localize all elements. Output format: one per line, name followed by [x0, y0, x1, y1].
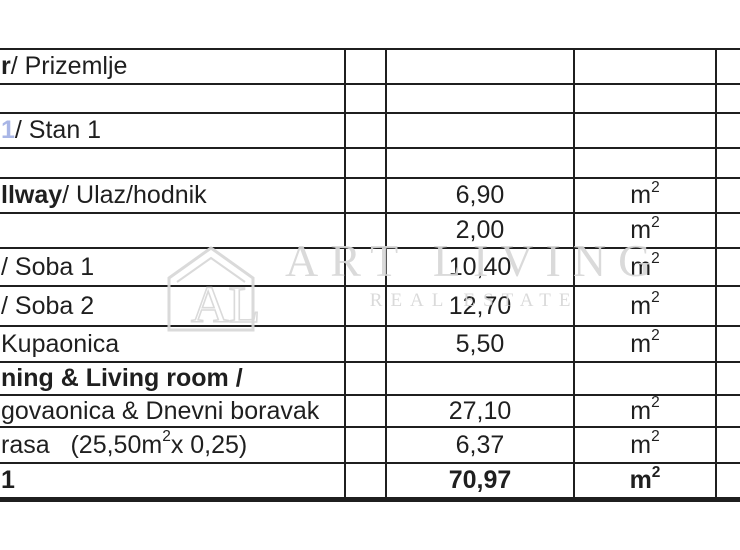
area-value: 12,70 [387, 287, 575, 327]
room-label [0, 85, 346, 114]
room-label: rasa (25,50m 2 x 0,25) [0, 428, 346, 464]
unit-base: m [630, 181, 652, 209]
area-value [387, 114, 575, 149]
room-label-part: / Soba 2 [1, 291, 95, 320]
room-label-part: Kupaonica [1, 329, 120, 358]
unit-label [575, 363, 717, 396]
room-label-part: / Stan 1 [14, 116, 102, 144]
right-edge-cell [717, 85, 740, 114]
area-value [387, 363, 575, 396]
room-label: Kupaonica [0, 327, 346, 363]
room-label: govaonica & Dnevni boravak [0, 396, 346, 428]
unit-label [575, 85, 717, 114]
unit-base: m [630, 291, 652, 320]
room-label: r / Prizemlje [0, 50, 346, 85]
area-value: 5,50 [387, 327, 575, 363]
unit-base: m [630, 396, 652, 425]
right-edge-cell [717, 287, 740, 327]
right-edge-cell [717, 249, 740, 287]
area-value [387, 85, 575, 114]
spacer-cell [346, 327, 387, 363]
area-value: 6,37 [387, 428, 575, 464]
room-label-part: ning & Living room / [1, 364, 243, 392]
room-label-part: r [1, 52, 11, 80]
unit-label [575, 50, 717, 85]
area-value [387, 50, 575, 85]
spacer-cell [346, 50, 387, 85]
room-label: / Soba 2 [0, 287, 346, 327]
area-value [387, 149, 575, 179]
room-label-part: / Prizemlje [10, 52, 128, 80]
room-label [0, 149, 346, 179]
room-label: / Soba 1 [0, 249, 346, 287]
unit-base: m [630, 329, 652, 358]
right-edge-cell [717, 149, 740, 179]
spacer-cell [346, 85, 387, 114]
room-label-part: x 0,25) [170, 430, 248, 459]
room-label: 1 / Stan 1 [0, 114, 346, 149]
spacer-cell [346, 249, 387, 287]
unit-label [575, 114, 717, 149]
right-edge-cell [717, 50, 740, 85]
spacer-cell [346, 464, 387, 502]
room-label-part: llway [1, 181, 63, 209]
unit-base: m [630, 216, 652, 244]
room-label-part: 1 [1, 466, 15, 494]
room-label-part: 1 [1, 116, 15, 144]
spacer-cell [346, 179, 387, 214]
unit-base: m [630, 252, 652, 281]
room-label: llway / Ulaz/hodnik [0, 179, 346, 214]
area-value: 27,10 [387, 396, 575, 428]
unit-label [575, 149, 717, 179]
right-edge-cell [717, 179, 740, 214]
spacer-cell [346, 396, 387, 428]
area-table: r / Prizemlje 1 / Stan 1 llway / Ulaz/hodn… [0, 48, 740, 502]
right-edge-cell [717, 214, 740, 249]
spacer-cell [346, 114, 387, 149]
unit-base: m [629, 466, 652, 494]
right-edge-cell [717, 327, 740, 363]
room-label-part: / Ulaz/hodnik [62, 181, 207, 209]
spacer-cell [346, 149, 387, 179]
area-value: 2,00 [387, 214, 575, 249]
right-edge-cell [717, 464, 740, 502]
area-value: 70,97 [387, 464, 575, 502]
spacer-cell [346, 363, 387, 396]
room-label-part: govaonica & Dnevni boravak [1, 396, 320, 425]
unit-base: m [630, 430, 652, 459]
spacer-cell [346, 287, 387, 327]
room-label-part: rasa (25,50m [1, 430, 163, 459]
area-value: 10,40 [387, 249, 575, 287]
right-edge-cell [717, 363, 740, 396]
right-edge-cell [717, 114, 740, 149]
room-label: ning & Living room / [0, 363, 346, 396]
area-value: 6,90 [387, 179, 575, 214]
right-edge-cell [717, 428, 740, 464]
room-label: 1 [0, 464, 346, 502]
room-label [0, 214, 346, 249]
right-edge-cell [717, 396, 740, 428]
spacer-cell [346, 214, 387, 249]
room-label-part: / Soba 1 [1, 252, 95, 281]
spacer-cell [346, 428, 387, 464]
